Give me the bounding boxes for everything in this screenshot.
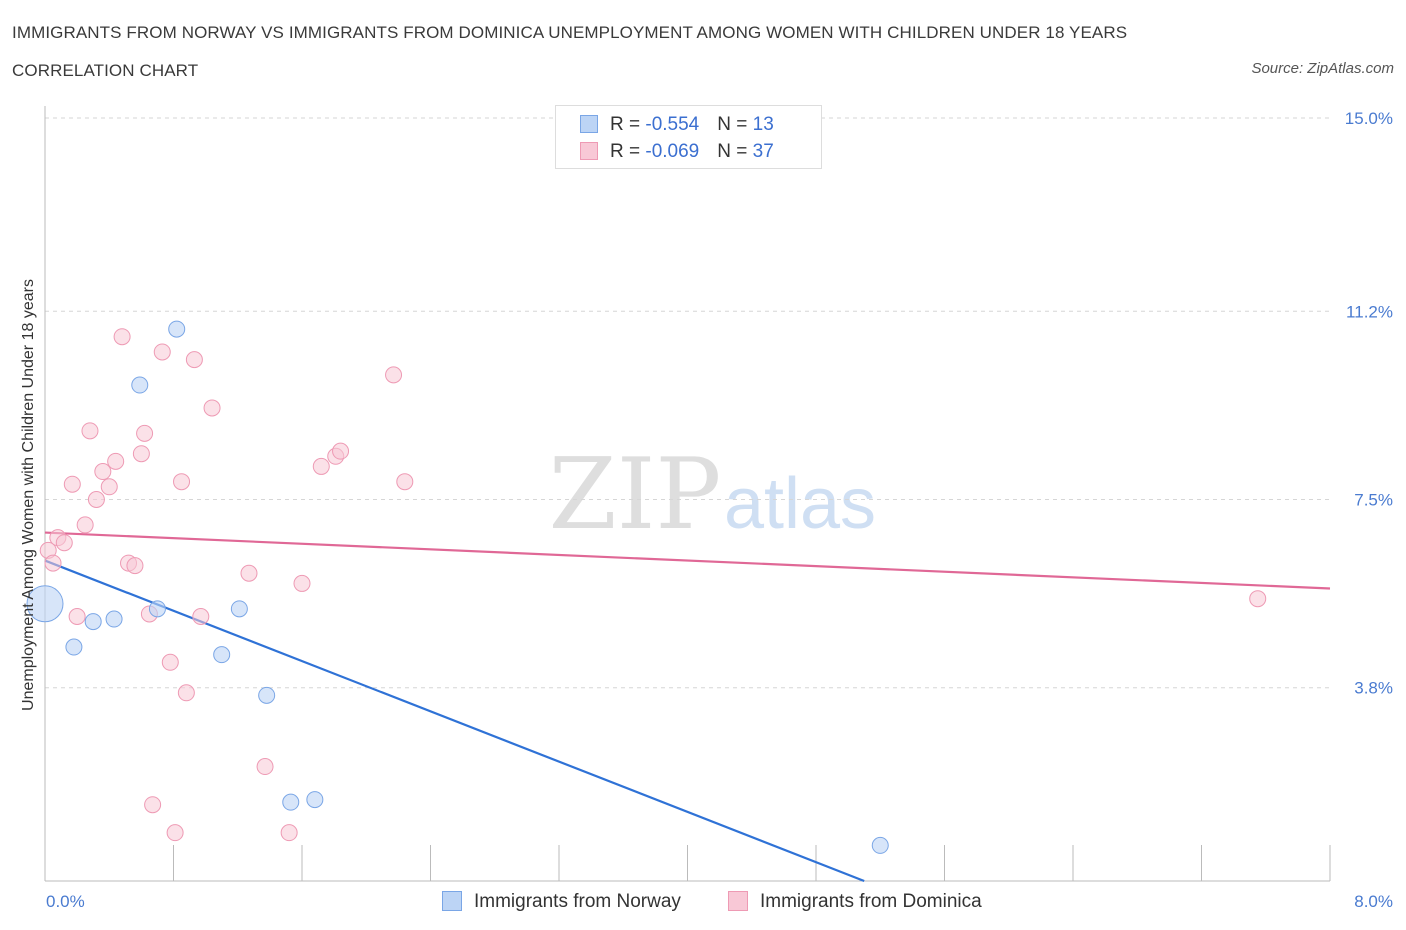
point-norway-6 xyxy=(168,320,186,338)
y-tick-label-2: 11.2% xyxy=(1346,302,1393,321)
legend-r-label: R = xyxy=(610,114,646,135)
chart-title: IMMIGRANTS FROM NORWAY VS IMMIGRANTS FRO… xyxy=(12,23,1128,80)
legend-r-label: R = xyxy=(610,141,646,162)
point-dominica-19 xyxy=(161,653,179,671)
legend: R = -0.554 N = 13 R = -0.069 N = 37 xyxy=(555,105,822,169)
legend-swatch-norway xyxy=(580,115,598,133)
watermark-atlas: atlas xyxy=(724,464,876,544)
point-dominica-24 xyxy=(185,351,203,369)
bottom-legend-norway[interactable]: Immigrants from Norway xyxy=(442,888,681,916)
legend-n-label: N = xyxy=(717,114,753,135)
point-dominica-34 xyxy=(385,366,403,384)
point-norway-4 xyxy=(131,376,149,394)
point-dominica-3 xyxy=(55,534,73,552)
point-norway-5 xyxy=(148,600,166,618)
point-norway-2 xyxy=(84,613,102,631)
point-dominica-9 xyxy=(94,463,112,481)
legend-row-norway: R = -0.554 N = 13 xyxy=(580,112,774,138)
legend-r-value-norway: -0.554 xyxy=(645,114,700,135)
point-norway-9 xyxy=(258,686,276,704)
point-dominica-33 xyxy=(332,442,350,460)
point-dominica-36 xyxy=(1249,590,1267,608)
point-norway-1 xyxy=(65,638,83,656)
point-dominica-12 xyxy=(113,328,131,346)
y-tick-label-0: 3.8% xyxy=(1354,679,1393,698)
y-tick-label-3: 15.0% xyxy=(1345,109,1393,128)
legend-row-dominica: R = -0.069 N = 37 xyxy=(580,139,774,165)
y-tick-label-1: 7.5% xyxy=(1354,491,1393,510)
point-dominica-23 xyxy=(177,684,195,702)
point-dominica-35 xyxy=(396,473,414,491)
data-points xyxy=(26,320,1267,854)
bottom-legend-swatch-dominica xyxy=(728,891,748,911)
point-norway-7 xyxy=(213,646,231,664)
point-dominica-22 xyxy=(173,473,191,491)
tick-labels: 3.8% 7.5% 11.2% 15.0% 0.0% 8.0% xyxy=(46,109,1393,911)
point-dominica-11 xyxy=(107,452,125,470)
point-dominica-18 xyxy=(153,343,171,361)
point-norway-10 xyxy=(282,793,300,811)
point-norway-3 xyxy=(105,610,123,628)
point-dominica-21 xyxy=(144,796,162,814)
point-dominica-27 xyxy=(240,564,258,582)
bottom-legend: Immigrants from Norway Immigrants from D… xyxy=(0,888,1406,916)
legend-swatch-dominica xyxy=(580,142,598,160)
watermark: ZIP atlas xyxy=(549,438,876,552)
trend-line-dominica xyxy=(44,531,1331,590)
point-dominica-31 xyxy=(312,457,330,475)
point-dominica-30 xyxy=(293,574,311,592)
x-tick-label-1: 8.0% xyxy=(1354,892,1393,911)
point-norway-8 xyxy=(230,600,248,618)
axes xyxy=(44,106,1331,882)
point-dominica-7 xyxy=(81,422,99,440)
point-dominica-1 xyxy=(44,554,62,572)
trend-lines xyxy=(44,531,1331,883)
point-dominica-5 xyxy=(68,607,86,625)
point-dominica-15 xyxy=(132,445,150,463)
point-dominica-20 xyxy=(166,824,184,842)
point-dominica-4 xyxy=(63,475,81,493)
bottom-legend-swatch-norway xyxy=(442,891,462,911)
legend-n-value-norway: 13 xyxy=(752,114,774,135)
bottom-legend-dominica[interactable]: Immigrants from Dominica xyxy=(728,888,982,916)
watermark-zip: ZIP xyxy=(549,438,722,552)
legend-r-value-dominica: -0.069 xyxy=(645,141,700,162)
legend-n-label: N = xyxy=(717,141,753,162)
y-axis-label: Unemployment Among Women with Children U… xyxy=(20,279,37,711)
point-dominica-29 xyxy=(280,824,298,842)
source-label: Source: ZipAtlas.com xyxy=(1251,60,1394,77)
point-dominica-16 xyxy=(136,424,154,442)
point-dominica-6 xyxy=(76,516,94,534)
trend-line-norway xyxy=(44,559,865,883)
point-dominica-14 xyxy=(126,557,144,575)
point-dominica-25 xyxy=(192,607,210,625)
bottom-legend-label-dominica: Immigrants from Dominica xyxy=(760,891,982,912)
point-dominica-28 xyxy=(256,758,274,776)
point-norway-12 xyxy=(871,836,889,854)
x-tick-label-0: 0.0% xyxy=(46,892,85,911)
point-dominica-8 xyxy=(87,491,105,508)
point-dominica-26 xyxy=(203,399,221,417)
legend-n-value-dominica: 37 xyxy=(752,141,774,162)
point-norway-11 xyxy=(306,791,324,809)
bottom-legend-label-norway: Immigrants from Norway xyxy=(474,891,681,912)
point-norway-0 xyxy=(26,585,64,623)
point-dominica-10 xyxy=(100,478,118,496)
